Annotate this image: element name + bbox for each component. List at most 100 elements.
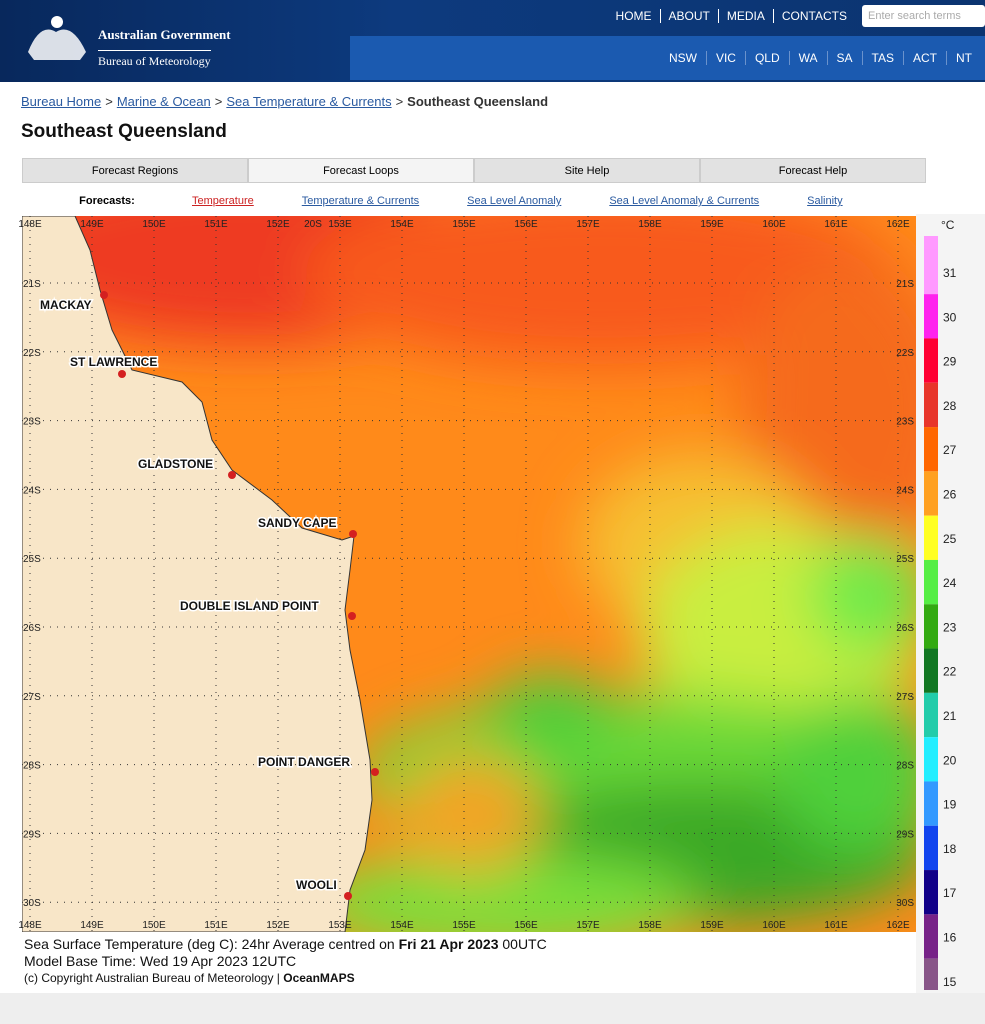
colorbar-swatch [924,294,938,339]
lon-label: 161E [824,219,848,230]
place-marker [371,768,379,776]
colorbar-label: 23 [943,620,957,634]
lat-label: 26S [23,623,41,634]
nav-link[interactable]: CONTACTS [772,9,855,23]
tab[interactable]: Site Help [474,158,700,183]
caption-text: Sea Surface Temperature (deg C): 24hr Av… [24,936,399,952]
nav-link[interactable]: HOME [615,9,652,23]
tabs: Forecast Regions Forecast Loops Site Help F… [22,158,926,183]
place-marker [100,291,108,299]
state-link[interactable]: NT [946,51,981,65]
lat-label: 25S [23,554,41,565]
colorbar-label: 17 [943,886,957,900]
state-link[interactable]: WA [788,51,827,65]
forecast-links: Forecasts: Temperature Temperature & Curre… [22,188,985,214]
lon-label: 158E [638,219,662,230]
lon-label: 157E [576,219,600,230]
place-label: MACKAY [40,298,92,312]
colorbar-swatch [924,781,938,826]
lat-label: 26S [896,623,914,634]
forecast-link[interactable]: Sea Level Anomaly [467,195,562,207]
state-nav: NSW VIC QLD WA SA TAS ACT NT [660,51,981,65]
lon-label: 149E [80,920,104,931]
place-marker [118,370,126,378]
place-label: ST LAWRENCE [70,355,157,369]
breadcrumb-link[interactable]: Sea Temperature & Currents [226,94,392,109]
breadcrumb: Bureau Home > Marine & Ocean > Sea Temperatu… [21,94,548,109]
caption: Sea Surface Temperature (deg C): 24hr Av… [24,936,547,987]
lat-label: 28S [896,761,914,772]
colorbar-unit: °C [941,218,955,232]
tab[interactable]: Forecast Loops [248,158,474,183]
lat-label: 29S [896,829,914,840]
lat-label: 23S [23,417,41,428]
tab[interactable]: Forecast Regions [22,158,248,183]
map: 148E 148E 149E 149E 150E 150E 151E 151E 152E 152E… [18,214,985,993]
breadcrumb-link[interactable]: Bureau Home [21,94,102,109]
lon-label: 148E [18,219,42,230]
forecast-link[interactable]: Temperature & Currents [301,195,420,207]
caption-date: Fri 21 Apr 2023 [398,936,499,952]
state-bar [350,36,985,80]
lon-label: 152E [266,219,290,230]
lon-label: 152E [266,920,290,931]
lat-label: 27S [23,692,41,703]
lon-label: 151E [204,219,228,230]
forecast-link[interactable]: Sea Level Anomaly & Currents [609,195,760,207]
colorbar-label: 22 [943,665,957,679]
brand: OceanMAPS [283,971,355,985]
page-title: Southeast Queensland [21,121,227,142]
colorbar-label: 29 [943,355,957,369]
caption-time: 00UTC [498,936,547,952]
colorbar-label: 28 [943,399,957,413]
colorbar-label: 19 [943,798,957,812]
lon-label: 161E [824,920,848,931]
place-label: GLADSTONE [138,457,213,471]
lat-label: 24S [896,485,914,496]
colorbar-swatch [924,870,938,915]
state-link[interactable]: VIC [705,51,745,65]
bureau-name: Bureau of Meteorology [98,50,211,69]
forecast-link[interactable]: Salinity [807,195,843,207]
state-link[interactable]: ACT [903,51,946,65]
lon-label: 154E [390,219,414,230]
state-link[interactable]: QLD [744,51,789,65]
copyright: (c) Copyright Australian Bureau of Meteo… [24,971,284,985]
nav-link[interactable]: ABOUT [659,9,718,23]
lat-label: 28S [23,761,41,772]
lon-label: 156E [514,219,538,230]
colorbar-swatch [924,515,938,560]
lon-label: 154E [390,920,414,931]
colorbar-swatch [924,604,938,649]
forecast-link[interactable]: Temperature [192,195,254,207]
lon-label: 159E [700,920,724,931]
tab[interactable]: Forecast Help [700,158,926,183]
colorbar-swatch [924,737,938,782]
colorbar-label: 27 [943,443,957,457]
lat-label: 24S [23,485,41,496]
state-link[interactable]: NSW [668,51,697,65]
caption-base: Model Base Time: Wed 19 Apr 2023 12UTC [24,953,297,969]
nav-link[interactable]: MEDIA [717,9,773,23]
place-label: POINT DANGER [258,755,350,769]
colorbar-swatch [924,249,938,295]
colorbar-swatch [924,914,938,959]
place-label: SANDY CAPE [258,516,336,530]
state-link[interactable]: SA [826,51,862,65]
lon-label: 159E [700,219,724,230]
lon-label: 156E [514,920,538,931]
colorbar-swatch [924,559,938,605]
lon-label: 158E [638,920,662,931]
lon-label: 149E [80,219,104,230]
lon-label: 160E [762,219,786,230]
lon-label: 162E [886,219,910,230]
place-marker [344,892,352,900]
breadcrumb-link[interactable]: Marine & Ocean [116,94,211,109]
lat-label: 23S [896,417,914,428]
lat-label: 21S [896,279,914,290]
search-box[interactable]: Enter search terms [862,5,985,27]
state-link[interactable]: TAS [861,51,903,65]
lon-label: 160E [762,920,786,931]
lon-label: 150E [142,920,166,931]
